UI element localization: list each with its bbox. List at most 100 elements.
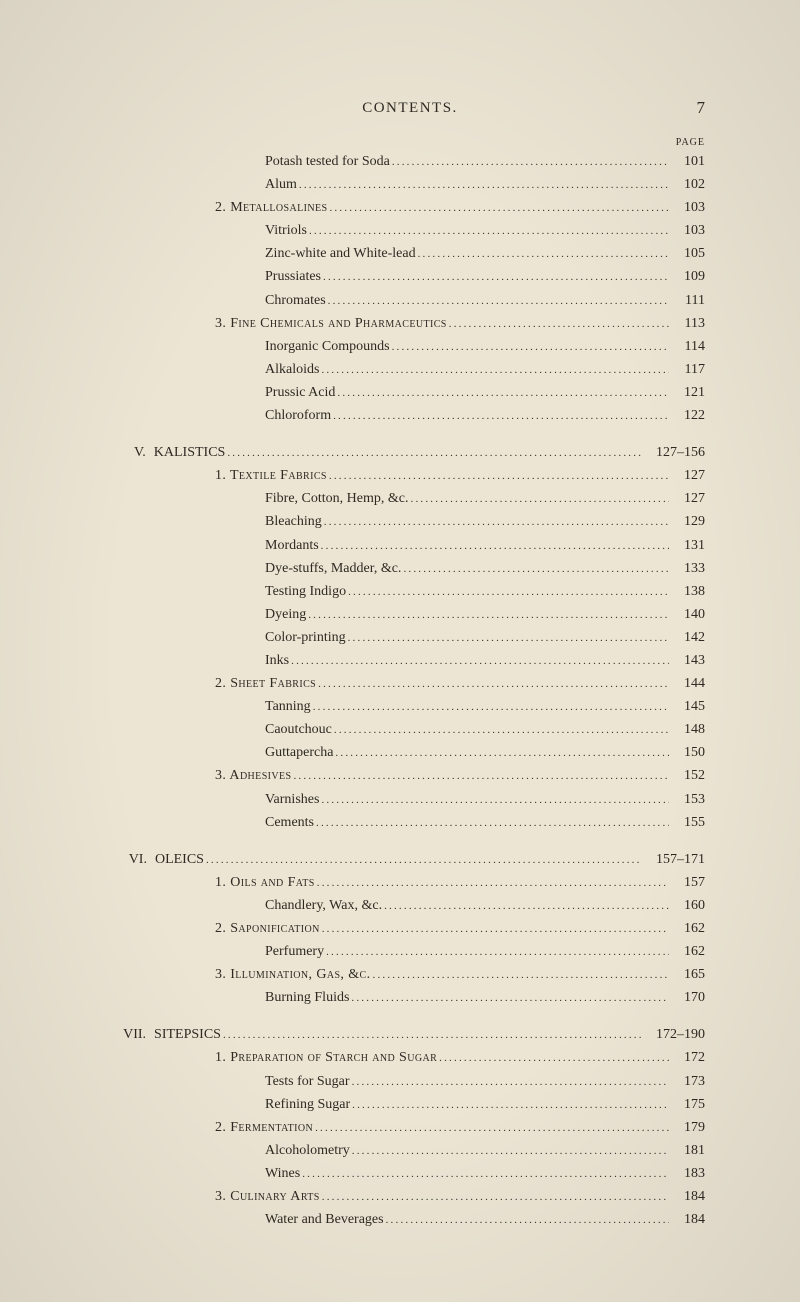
toc-page: 127 (669, 464, 705, 487)
toc-page: 145 (669, 695, 705, 718)
dot-leader (327, 467, 669, 485)
toc-entry: Prussic Acid121 (115, 381, 705, 404)
toc-page: 148 (669, 718, 705, 741)
toc-entry: Chloroform122 (115, 404, 705, 427)
section-range: 127–156 (641, 441, 705, 464)
toc-entry: Vitriols 103 (115, 219, 705, 242)
section-title: SITEPSICS (154, 1023, 221, 1046)
toc-entry: 3. Fine Chemicals and Pharmaceutics 113 (115, 312, 705, 335)
toc-label: Alcoholometry (265, 1139, 350, 1162)
toc-entry: Testing Indigo138 (115, 580, 705, 603)
toc-page: 143 (669, 649, 705, 672)
toc-entry: 2. Metallosalines103 (115, 196, 705, 219)
toc-entry: Dyeing140 (115, 603, 705, 626)
toc-entry: Water and Beverages 184 (115, 1208, 705, 1231)
section-range: 157–171 (641, 848, 705, 871)
toc-entry: Chandlery, Wax, &c. 160 (115, 894, 705, 917)
section-heading: VI.OLEICS157–171 (115, 848, 705, 871)
dot-leader (332, 721, 669, 739)
dot-leader (307, 222, 669, 240)
toc-entry: 2. Sheet Fabrics144 (115, 672, 705, 695)
toc-page: 173 (669, 1070, 705, 1093)
toc-entry: Caoutchouc148 (115, 718, 705, 741)
toc-entry: Tanning145 (115, 695, 705, 718)
toc-label: 3. Fine Chemicals and Pharmaceutics (215, 312, 447, 335)
dot-leader (297, 176, 669, 194)
toc-label: Prussic Acid (265, 381, 335, 404)
dot-leader (322, 513, 669, 531)
toc-label: Water and Beverages (265, 1208, 384, 1231)
dot-leader (350, 1142, 669, 1160)
toc-page: 103 (669, 219, 705, 242)
toc-label: Chromates (265, 289, 326, 312)
toc-label: Wines (265, 1162, 300, 1185)
section-title: KALISTICS (154, 441, 226, 464)
toc-page: 142 (669, 626, 705, 649)
toc-entry: 1. Preparation of Starch and Sugar172 (115, 1046, 705, 1069)
toc-label: 2. Metallosalines (215, 196, 327, 219)
toc-label: Alum (265, 173, 297, 196)
toc-entry: 1. Oils and Fats157 (115, 871, 705, 894)
toc-label: Potash tested for Soda (265, 150, 390, 173)
toc-entry: Chromates111 (115, 289, 705, 312)
toc-label: 1. Oils and Fats (215, 871, 315, 894)
toc-page: 184 (669, 1208, 705, 1231)
toc-entry: Alum102 (115, 173, 705, 196)
dot-leader (437, 1049, 669, 1067)
toc-label: 2. Sheet Fabrics (215, 672, 316, 695)
section-heading: V.KALISTICS127–156 (115, 441, 705, 464)
toc-entry: 3. Culinary Arts184 (115, 1185, 705, 1208)
toc-label: Mordants (265, 534, 319, 557)
toc-entry: Zinc-white and White-lead105 (115, 242, 705, 265)
dot-leader (416, 245, 669, 263)
toc-entry: Cements155 (115, 811, 705, 834)
toc-page: 101 (669, 150, 705, 173)
toc-page: 150 (669, 741, 705, 764)
toc-label: Vitriols (265, 219, 307, 242)
toc-page: 162 (669, 940, 705, 963)
dot-leader (321, 268, 669, 286)
toc-page: 160 (669, 894, 705, 917)
page-number: 7 (697, 98, 706, 118)
toc-label: Testing Indigo (265, 580, 346, 603)
toc-label: Zinc-white and White-lead (265, 242, 416, 265)
dot-leader (204, 851, 641, 869)
dot-leader (225, 444, 641, 462)
toc-page: 184 (669, 1185, 705, 1208)
roman-numeral: VI. (123, 848, 155, 871)
dot-leader (350, 1073, 669, 1091)
dot-leader (319, 791, 669, 809)
dot-leader (313, 1119, 669, 1137)
dot-leader (324, 943, 669, 961)
toc-entry: Burning Fluids170 (115, 986, 705, 1009)
dot-leader (311, 698, 669, 716)
toc-label: Guttapercha (265, 741, 333, 764)
toc-label: Tests for Sugar (265, 1070, 350, 1093)
toc-label: Fibre, Cotton, Hemp, &c. (265, 487, 409, 510)
toc-page: 131 (669, 534, 705, 557)
toc-page: 183 (669, 1162, 705, 1185)
toc-label: Dye-stuffs, Madder, &c. (265, 557, 401, 580)
toc-label: Alkaloids (265, 358, 319, 381)
dot-leader (390, 338, 669, 356)
toc-entry: 2. Saponification162 (115, 917, 705, 940)
toc-page: 129 (669, 510, 705, 533)
toc-page: 152 (669, 764, 705, 787)
toc-entry: Inorganic Compounds114 (115, 335, 705, 358)
toc-entry: Dye-stuffs, Madder, &c.133 (115, 557, 705, 580)
toc-label: Chandlery, Wax, &c. (265, 894, 382, 917)
toc-page: 113 (669, 312, 705, 335)
toc-page: 162 (669, 917, 705, 940)
toc-page: 127 (669, 487, 705, 510)
toc-entry: 3. Adhesives152 (115, 764, 705, 787)
toc-label: Bleaching (265, 510, 322, 533)
toc-page: 109 (669, 265, 705, 288)
toc-page: 165 (669, 963, 705, 986)
toc-page: 153 (669, 788, 705, 811)
toc-page: 181 (669, 1139, 705, 1162)
dot-leader (291, 767, 669, 785)
toc-entry: Inks143 (115, 649, 705, 672)
dot-leader (331, 407, 669, 425)
dot-leader (289, 652, 669, 670)
toc-entry: Alkaloids117 (115, 358, 705, 381)
